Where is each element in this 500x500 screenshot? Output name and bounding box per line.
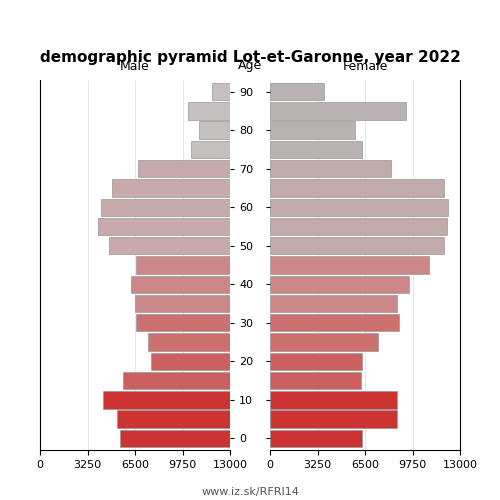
Bar [270, 83, 324, 100]
Bar [270, 179, 444, 196]
Bar [270, 314, 398, 332]
Bar [270, 198, 448, 216]
Bar [200, 122, 230, 139]
Bar [148, 334, 230, 351]
Text: www.iz.sk/RFRI14: www.iz.sk/RFRI14 [201, 487, 299, 497]
Bar [103, 391, 230, 408]
Bar [112, 179, 230, 196]
Bar [151, 352, 230, 370]
Bar [136, 256, 230, 274]
Bar [270, 372, 360, 390]
Bar [270, 160, 392, 178]
Bar [212, 83, 230, 100]
Bar [138, 160, 230, 178]
Bar [270, 237, 444, 254]
Bar [98, 218, 230, 235]
Bar [270, 102, 406, 120]
Bar [270, 218, 447, 235]
Bar [120, 430, 230, 447]
Text: Female: Female [342, 60, 388, 72]
Bar [270, 140, 362, 158]
Bar [270, 295, 397, 312]
Bar [108, 237, 230, 254]
Bar [270, 410, 397, 428]
Bar [270, 430, 362, 447]
Bar [135, 295, 230, 312]
Bar [124, 372, 230, 390]
Bar [270, 391, 397, 408]
Bar [270, 256, 430, 274]
Bar [270, 122, 355, 139]
Bar [270, 276, 409, 293]
Text: demographic pyramid Lot-et-Garonne, year 2022: demographic pyramid Lot-et-Garonne, year… [40, 50, 461, 65]
Bar [190, 140, 230, 158]
Text: Male: Male [120, 60, 150, 72]
Text: Age: Age [238, 60, 262, 72]
Bar [270, 352, 362, 370]
Bar [118, 410, 230, 428]
Bar [136, 314, 230, 332]
Bar [130, 276, 230, 293]
Bar [270, 334, 378, 351]
Bar [188, 102, 230, 120]
Bar [102, 198, 230, 216]
